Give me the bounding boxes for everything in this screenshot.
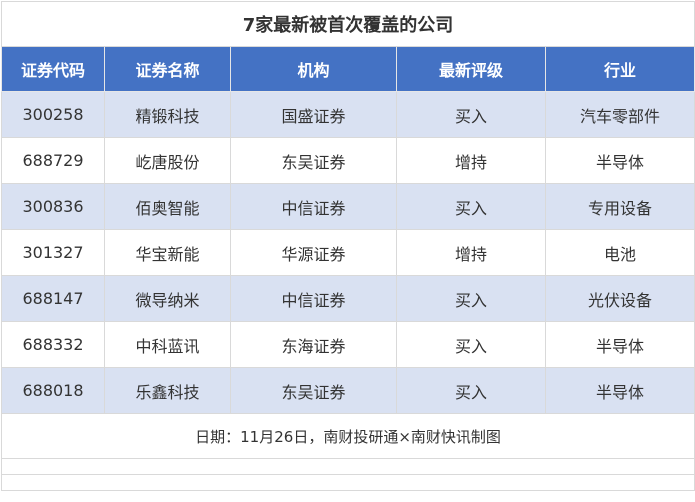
cell-name: 微导纳米 bbox=[104, 275, 231, 322]
col-header-name: 证券名称 bbox=[104, 46, 231, 92]
cell-industry: 专用设备 bbox=[544, 183, 695, 230]
cell-name: 乐鑫科技 bbox=[104, 367, 231, 414]
cell-institution: 中信证券 bbox=[230, 183, 397, 230]
table-row: 301327 华宝新能 华源证券 增持 电池 bbox=[1, 229, 695, 276]
cell-institution: 国盛证券 bbox=[230, 91, 397, 138]
cell-code: 688018 bbox=[1, 367, 105, 414]
cell-industry: 汽车零部件 bbox=[544, 91, 695, 138]
cell-industry: 半导体 bbox=[544, 367, 695, 414]
cell-industry: 半导体 bbox=[544, 321, 695, 368]
col-header-industry: 行业 bbox=[544, 46, 695, 92]
cell-rating: 增持 bbox=[396, 137, 546, 184]
cell-industry: 电池 bbox=[544, 229, 695, 276]
cell-name: 屹唐股份 bbox=[104, 137, 231, 184]
cell-institution: 中信证券 bbox=[230, 275, 397, 322]
table-row: 300836 佰奥智能 中信证券 买入 专用设备 bbox=[1, 183, 695, 230]
footer-note: 日期：11月26日，南财投研通×南财快讯制图 bbox=[0, 413, 695, 459]
coverage-table: 7家最新被首次覆盖的公司 证券代码 证券名称 机构 最新评级 行业 300258… bbox=[0, 1, 695, 491]
cell-name: 华宝新能 bbox=[104, 229, 231, 276]
cell-rating: 买入 bbox=[396, 91, 546, 138]
table-row: 300258 精锻科技 国盛证券 买入 汽车零部件 bbox=[1, 91, 695, 138]
table-row: 688147 微导纳米 中信证券 买入 光伏设备 bbox=[1, 275, 695, 322]
cell-rating: 买入 bbox=[396, 275, 546, 322]
col-header-rating: 最新评级 bbox=[396, 46, 546, 92]
cell-code: 301327 bbox=[1, 229, 105, 276]
cell-name: 中科蓝讯 bbox=[104, 321, 231, 368]
col-header-institution: 机构 bbox=[230, 46, 397, 92]
cell-rating: 增持 bbox=[396, 229, 546, 276]
cell-code: 300836 bbox=[1, 183, 105, 230]
cell-name: 精锻科技 bbox=[104, 91, 231, 138]
cell-rating: 买入 bbox=[396, 321, 546, 368]
blank-row bbox=[0, 458, 695, 475]
cell-rating: 买入 bbox=[396, 183, 546, 230]
cell-code: 688147 bbox=[1, 275, 105, 322]
cell-institution: 华源证券 bbox=[230, 229, 397, 276]
col-header-code: 证券代码 bbox=[1, 46, 105, 92]
cell-code: 688729 bbox=[1, 137, 105, 184]
cell-industry: 半导体 bbox=[544, 137, 695, 184]
cell-industry: 光伏设备 bbox=[544, 275, 695, 322]
cell-institution: 东吴证券 bbox=[230, 367, 397, 414]
blank-row bbox=[0, 474, 695, 491]
cell-institution: 东海证券 bbox=[230, 321, 397, 368]
cell-institution: 东吴证券 bbox=[230, 137, 397, 184]
cell-code: 688332 bbox=[1, 321, 105, 368]
table-title: 7家最新被首次覆盖的公司 bbox=[0, 1, 695, 47]
table-row: 688018 乐鑫科技 东吴证券 买入 半导体 bbox=[1, 367, 695, 414]
table-row: 688332 中科蓝讯 东海证券 买入 半导体 bbox=[1, 321, 695, 368]
cell-name: 佰奥智能 bbox=[104, 183, 231, 230]
cell-code: 300258 bbox=[1, 91, 105, 138]
table-row: 688729 屹唐股份 东吴证券 增持 半导体 bbox=[1, 137, 695, 184]
cell-rating: 买入 bbox=[396, 367, 546, 414]
